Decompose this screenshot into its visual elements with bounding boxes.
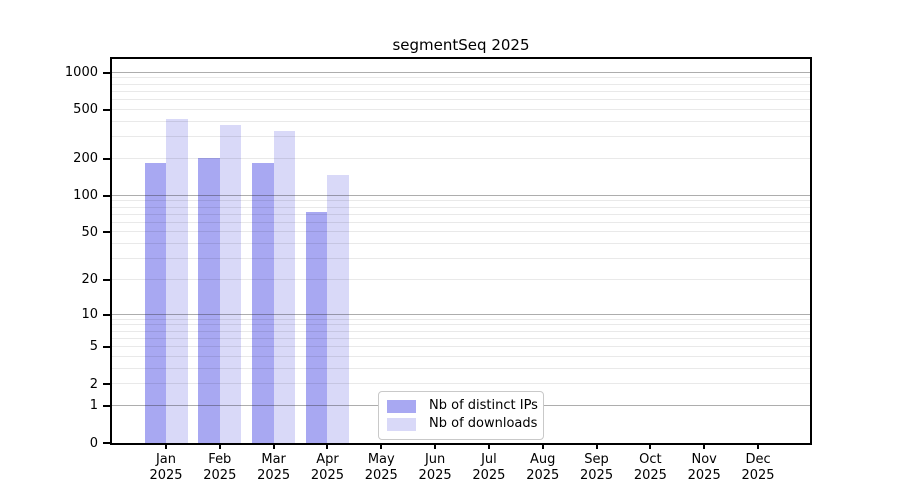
grid-line bbox=[112, 83, 810, 85]
y-axis-tick-label: 10 bbox=[81, 307, 98, 322]
x-axis-tick bbox=[541, 443, 544, 449]
grid-line bbox=[112, 258, 810, 259]
grid-line bbox=[112, 206, 810, 208]
legend-item: Nb of distinct IPs bbox=[387, 397, 538, 415]
grid-line bbox=[112, 383, 810, 385]
bar bbox=[198, 157, 220, 443]
x-axis-tick bbox=[380, 443, 383, 449]
grid-line bbox=[112, 200, 810, 202]
chart-title: segmentSeq 2025 bbox=[392, 36, 530, 54]
x-axis-tick bbox=[595, 443, 598, 449]
y-axis-tick-label: 200 bbox=[73, 151, 98, 167]
grid-line bbox=[112, 71, 810, 73]
grid-line bbox=[112, 120, 810, 122]
grid-line bbox=[112, 330, 810, 332]
x-axis-tick bbox=[649, 443, 652, 449]
x-axis-tick-label: Dec 2025 bbox=[741, 452, 775, 483]
legend-label: Nb of downloads bbox=[429, 416, 538, 431]
legend: Nb of distinct IPs Nb of downloads bbox=[378, 391, 544, 440]
x-axis-tick-label: Sep 2025 bbox=[580, 452, 614, 483]
y-axis-tick bbox=[103, 278, 110, 281]
y-axis-tick-label: 500 bbox=[73, 102, 98, 118]
y-axis-tick bbox=[103, 108, 110, 111]
bar bbox=[219, 124, 242, 443]
grid-line bbox=[112, 90, 810, 92]
legend-item: Nb of downloads bbox=[387, 415, 538, 433]
y-axis-tick-label: 5 bbox=[89, 339, 98, 355]
bar bbox=[273, 130, 296, 443]
y-axis-tick-label: 100 bbox=[73, 188, 98, 204]
x-axis-tick-label: Nov 2025 bbox=[687, 452, 721, 483]
y-axis-tick bbox=[103, 231, 110, 234]
y-axis-tick bbox=[103, 404, 110, 407]
grid-line bbox=[112, 355, 810, 357]
y-axis-tick-label: 2 bbox=[89, 376, 98, 392]
bar bbox=[252, 162, 274, 443]
x-axis-tick bbox=[703, 443, 706, 449]
grid-line bbox=[112, 318, 810, 320]
grid-line bbox=[112, 136, 810, 138]
grid-line bbox=[112, 108, 810, 110]
x-axis-tick bbox=[434, 443, 437, 449]
grid-line bbox=[112, 278, 810, 280]
grid-line bbox=[112, 194, 810, 196]
grid-line bbox=[112, 221, 810, 223]
y-axis-tick bbox=[103, 345, 110, 348]
grid-line bbox=[112, 346, 810, 347]
y-axis-tick bbox=[103, 313, 110, 316]
bar bbox=[144, 163, 166, 443]
bar bbox=[327, 174, 349, 443]
grid-line bbox=[112, 231, 810, 233]
x-axis-tick bbox=[165, 443, 167, 449]
grid-line bbox=[112, 77, 810, 79]
x-axis-tick bbox=[326, 443, 329, 449]
x-axis-tick bbox=[218, 443, 221, 449]
grid-line bbox=[112, 99, 810, 101]
grid-line bbox=[112, 157, 810, 159]
x-axis-tick-label: Oct 2025 bbox=[633, 452, 667, 483]
y-axis-tick bbox=[103, 194, 110, 197]
y-axis-tick-label: 50 bbox=[81, 224, 98, 240]
distinct-ips-swatch bbox=[387, 399, 416, 413]
grid-line bbox=[112, 243, 810, 244]
y-axis-tick-label: 0 bbox=[89, 435, 98, 451]
x-axis-tick-label: Jul 2025 bbox=[472, 452, 506, 483]
y-axis-tick bbox=[103, 71, 110, 74]
y-axis-tick-label: 1 bbox=[89, 398, 98, 414]
grid-line bbox=[112, 324, 810, 326]
x-axis-tick-label: Aug 2025 bbox=[526, 452, 560, 483]
y-axis-tick bbox=[103, 157, 110, 160]
y-axis-tick bbox=[103, 442, 110, 444]
x-axis-tick bbox=[757, 443, 760, 449]
grid-line bbox=[112, 213, 810, 215]
downloads-swatch bbox=[387, 417, 416, 431]
x-axis-tick-label: Feb 2025 bbox=[203, 452, 237, 483]
grid-line bbox=[112, 367, 810, 369]
y-axis-tick-label: 1000 bbox=[64, 65, 98, 81]
y-axis-tick-label: 20 bbox=[81, 272, 98, 288]
plot-area bbox=[112, 59, 810, 443]
x-axis-tick-label: May 2025 bbox=[364, 452, 398, 483]
x-axis-tick bbox=[487, 443, 490, 449]
x-axis-tick-label: Apr 2025 bbox=[310, 452, 344, 483]
grid-line bbox=[112, 313, 810, 315]
x-axis-tick-label: Jan 2025 bbox=[149, 452, 183, 483]
bar bbox=[305, 211, 328, 443]
grid-line bbox=[112, 337, 810, 339]
x-axis-tick-label: Mar 2025 bbox=[257, 452, 291, 483]
bar bbox=[166, 119, 188, 443]
y-axis-tick bbox=[103, 383, 110, 386]
x-axis-tick-label: Jun 2025 bbox=[418, 452, 452, 483]
x-axis-tick bbox=[272, 443, 275, 449]
legend-label: Nb of distinct IPs bbox=[429, 398, 538, 413]
